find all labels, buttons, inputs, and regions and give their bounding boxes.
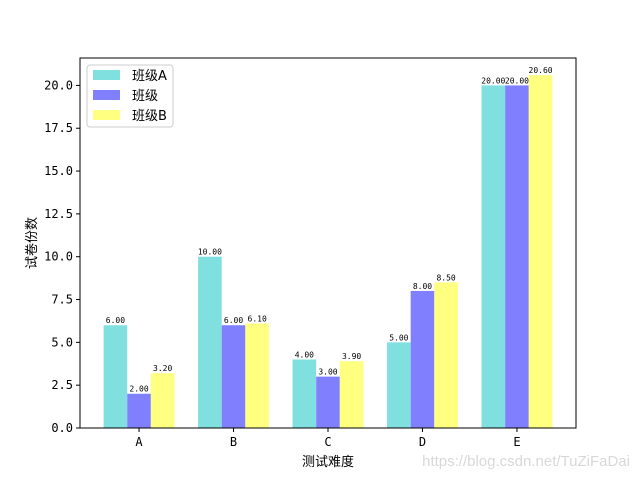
y-axis-label: 试卷份数 xyxy=(24,217,40,269)
legend-label: 班级 xyxy=(132,89,158,104)
data-label: 6.00 xyxy=(106,316,125,325)
y-tick-label: 10.0 xyxy=(44,250,73,264)
bar-2-b xyxy=(221,325,246,428)
bar-1-d xyxy=(387,342,411,428)
bars-group xyxy=(103,75,553,428)
y-tick-label: 15.0 xyxy=(44,164,73,178)
data-label: 10.00 xyxy=(198,248,222,257)
data-label: 3.20 xyxy=(153,364,172,373)
x-tick-label: D xyxy=(419,435,426,449)
y-tick-label: 12.5 xyxy=(44,207,73,221)
y-tick-label: 7.5 xyxy=(51,293,73,307)
data-label: 3.00 xyxy=(318,368,337,377)
data-label: 20.00 xyxy=(505,76,529,85)
legend-swatch xyxy=(93,110,120,120)
y-tick-label: 20.0 xyxy=(44,78,73,92)
x-tick-label: B xyxy=(230,435,237,449)
legend-swatch xyxy=(93,90,120,100)
data-label: 6.10 xyxy=(248,315,267,324)
bar-2-c xyxy=(316,376,340,428)
y-axis: 0.0 2.5 5.0 7.5 10.0 12.5 15.0 17.5 20.0 xyxy=(44,78,80,435)
data-label: 6.00 xyxy=(224,316,243,325)
y-tick-label: 2.5 xyxy=(51,378,73,392)
bar-2-a xyxy=(127,393,151,428)
bar-3-c xyxy=(339,361,364,428)
bar-1-b xyxy=(198,256,222,428)
data-label: 5.00 xyxy=(389,333,408,342)
bar-2-e xyxy=(505,85,529,428)
bar-1-c xyxy=(292,359,317,428)
data-label: 4.00 xyxy=(295,350,314,359)
data-label: 20.60 xyxy=(529,66,553,75)
x-tick-label: E xyxy=(513,435,520,449)
bar-2-d xyxy=(410,290,435,428)
bar-1-e xyxy=(481,85,506,428)
data-label: 8.50 xyxy=(436,273,455,282)
y-tick-label: 0.0 xyxy=(51,421,73,435)
x-tick-label: A xyxy=(135,435,143,449)
bar-3-b xyxy=(245,323,269,428)
data-label: 20.00 xyxy=(481,76,505,85)
legend-label: 班级B xyxy=(132,109,167,124)
data-label: 2.00 xyxy=(129,385,148,394)
bar-3-e xyxy=(528,75,553,428)
y-tick-label: 17.5 xyxy=(44,121,73,135)
bar-3-a xyxy=(150,373,175,428)
legend-swatch xyxy=(93,70,120,80)
legend-label: 班级A xyxy=(132,69,167,84)
y-tick-label: 5.0 xyxy=(51,335,73,349)
x-axis-label: 测试难度 xyxy=(302,454,354,470)
x-axis: A B C D E xyxy=(135,428,521,449)
bar-3-d xyxy=(434,282,458,428)
data-labels-group: 6.00 10.00 4.00 5.00 20.00 2.00 6.00 3.00 8.00 20… xyxy=(106,66,553,394)
x-tick-label: C xyxy=(324,435,331,449)
data-label: 3.90 xyxy=(342,352,361,361)
data-label: 8.00 xyxy=(413,282,432,291)
watermark: https://blog.csdn.net/TuZiFaDai xyxy=(422,453,630,470)
bar-1-a xyxy=(103,325,128,428)
